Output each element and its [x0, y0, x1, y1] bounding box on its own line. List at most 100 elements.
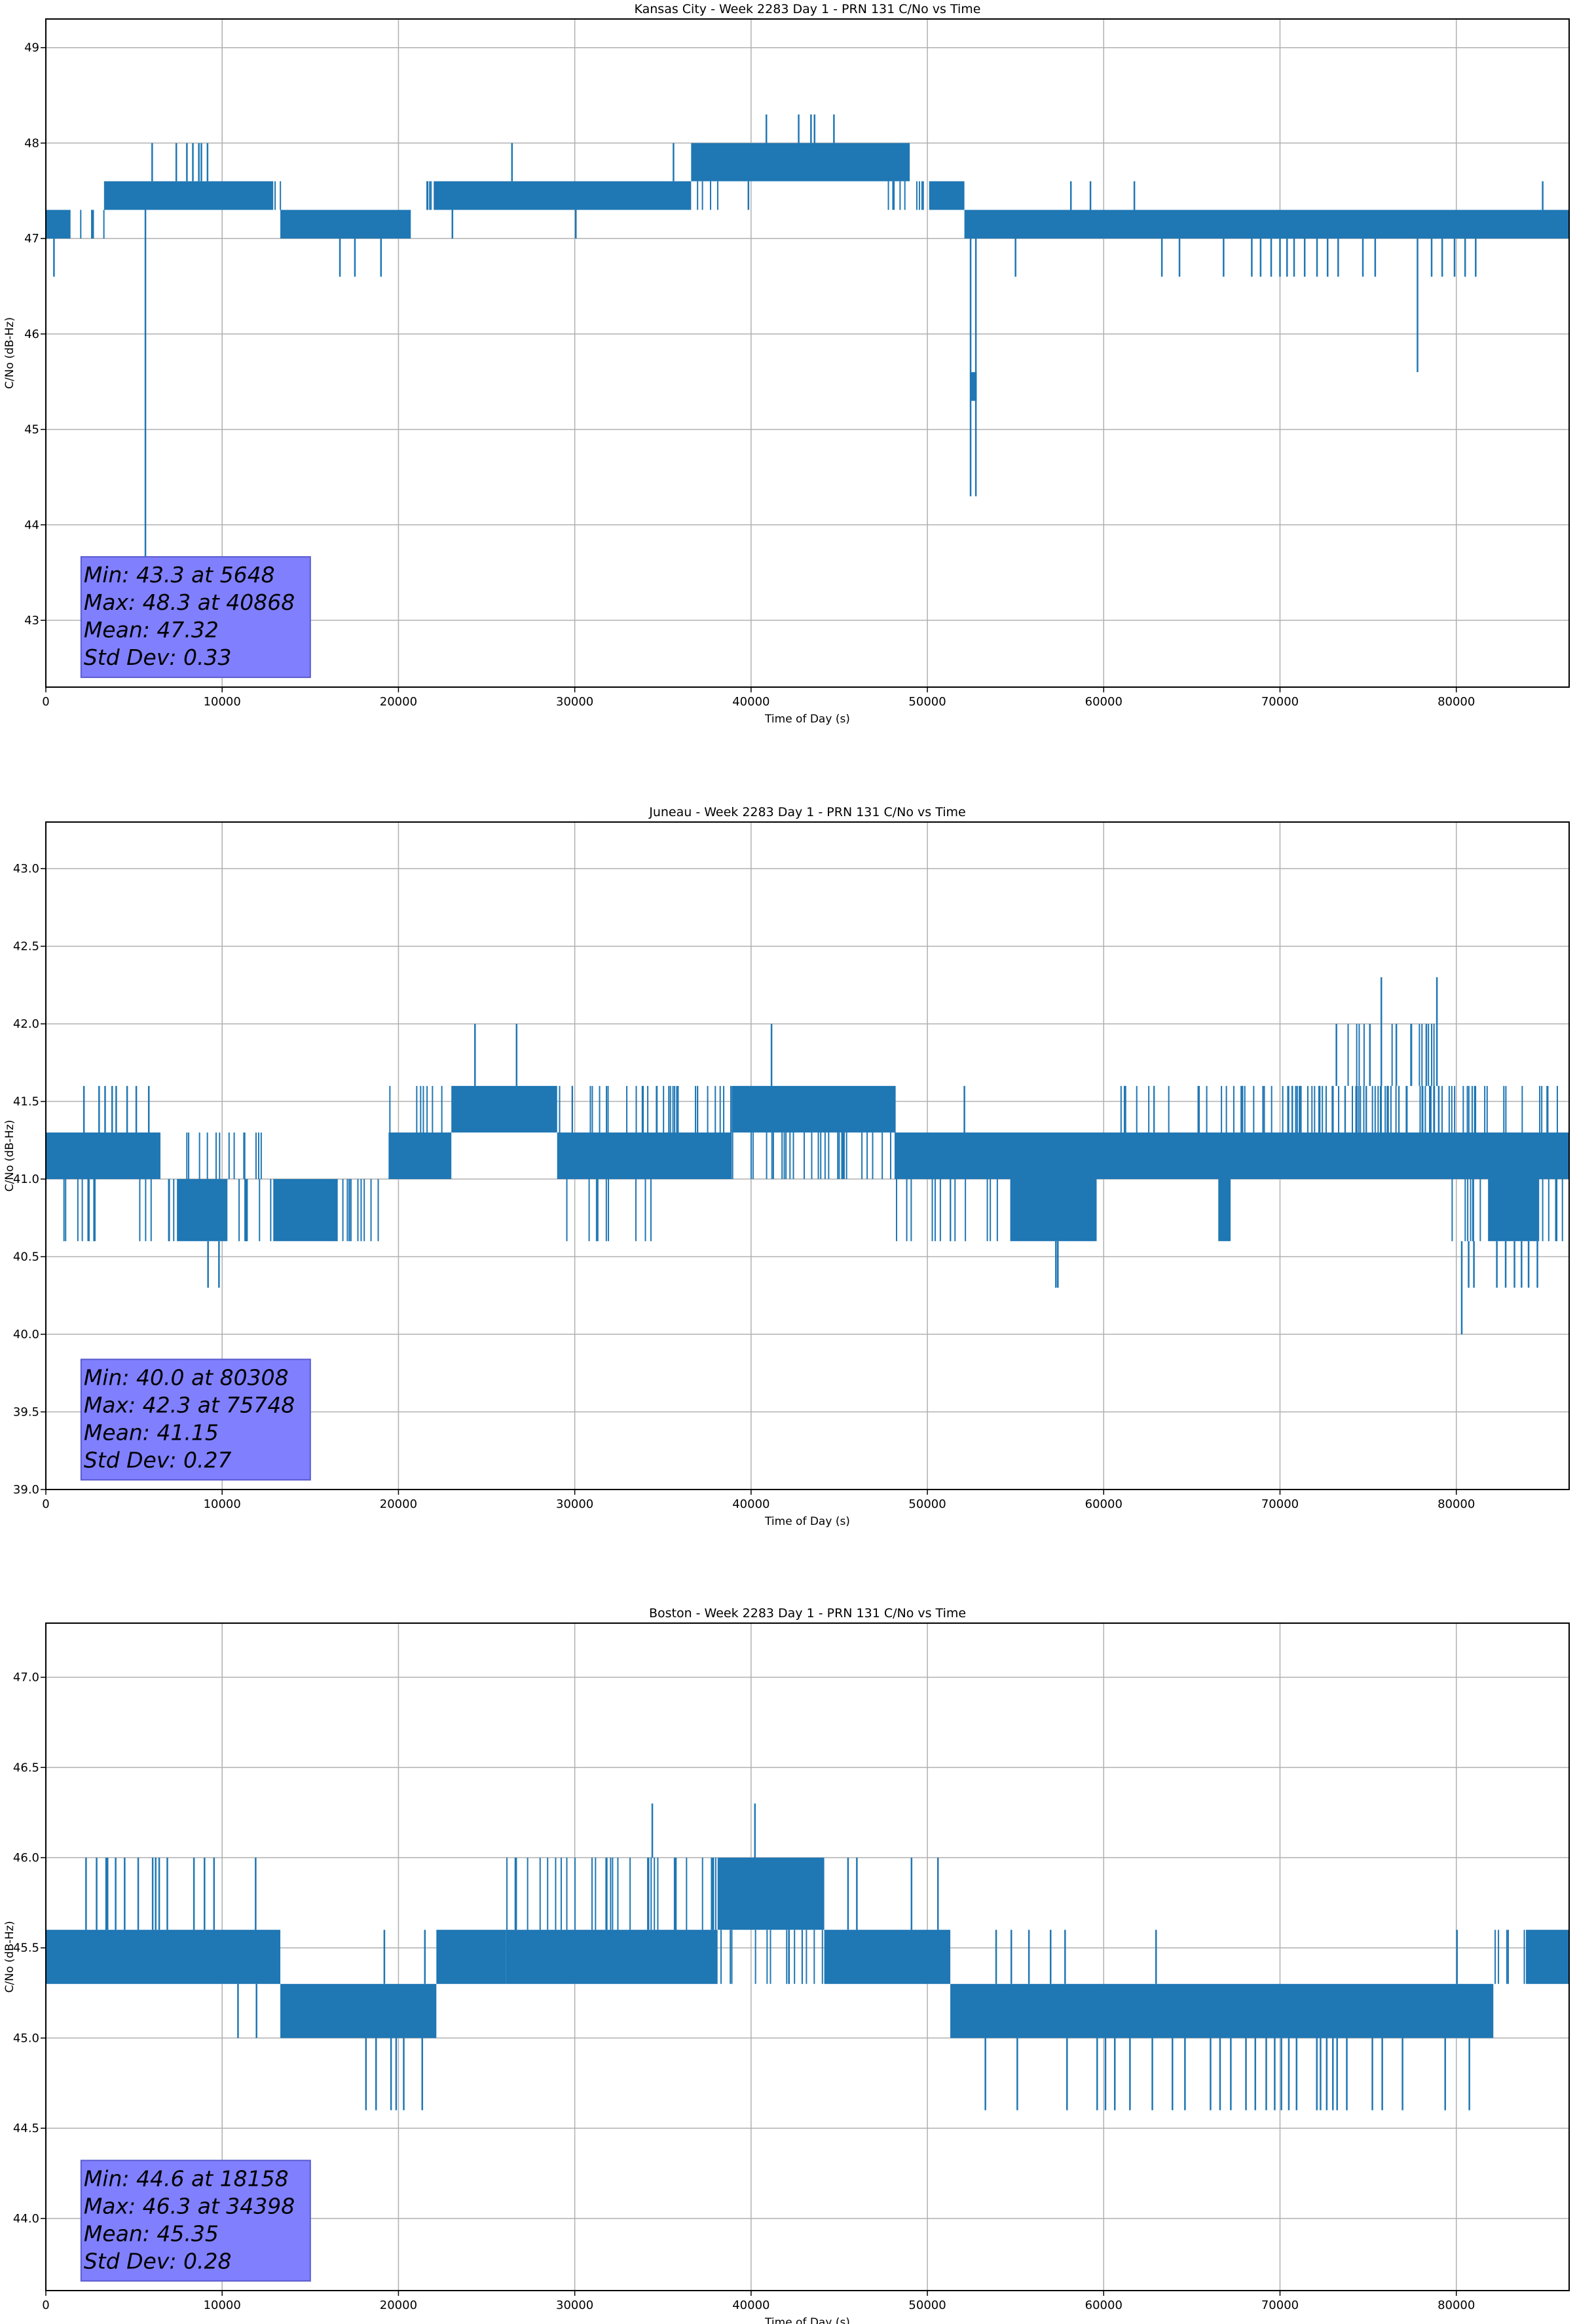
y-tick-label: 40.0	[13, 1328, 39, 1341]
x-tick-label: 80000	[1438, 1497, 1475, 1511]
series-line	[46, 114, 1569, 592]
x-tick-label: 40000	[732, 695, 770, 709]
oscillation-band	[177, 1179, 228, 1241]
y-tick-label: 47.0	[13, 1671, 39, 1685]
stats-line: Mean: 47.32	[84, 617, 219, 643]
axes-frame	[45, 1622, 1570, 2291]
stats-line: Max: 46.3 at 34398	[84, 2193, 295, 2219]
y-axis-label: C/No (dB-Hz)	[3, 1120, 16, 1192]
y-tick-label: 48	[24, 136, 39, 150]
x-tick-label: 10000	[204, 2298, 241, 2312]
y-tick-label: 47	[24, 232, 39, 246]
x-tick-label: 20000	[380, 1497, 417, 1511]
y-tick-label: 44.5	[13, 2122, 39, 2135]
y-tick-label: 46.5	[13, 1761, 39, 1774]
oscillation-band	[824, 1930, 951, 1984]
oscillation-band	[280, 210, 411, 239]
x-tick-label: 70000	[1261, 695, 1299, 709]
oscillation-band	[1488, 1179, 1540, 1241]
x-tick-label: 60000	[1085, 2298, 1122, 2312]
stats-box	[80, 1359, 311, 1481]
y-tick-label: 43.0	[13, 862, 39, 876]
x-tick-label: 40000	[732, 2298, 770, 2312]
y-tick-label: 46	[24, 328, 39, 341]
oscillation-band	[929, 181, 965, 210]
y-tick-label: 42.0	[13, 1017, 39, 1031]
oscillation-band	[388, 1132, 452, 1180]
oscillation-band	[895, 1132, 1569, 1180]
oscillation-band	[506, 1930, 718, 1984]
oscillation-band	[557, 1132, 732, 1180]
stats-line: Std Dev: 0.27	[84, 1447, 232, 1472]
y-tick-label: 39.5	[13, 1406, 39, 1419]
x-axis-label: Time of Day (s)	[764, 1515, 850, 1528]
y-tick-label: 46.0	[13, 1851, 39, 1865]
y-tick-label: 45.0	[13, 2031, 39, 2045]
x-tick-label: 30000	[556, 1497, 593, 1511]
x-tick-label: 10000	[204, 695, 241, 709]
y-axis-label: C/No (dB-Hz)	[3, 1921, 16, 1993]
y-tick-label: 41.0	[13, 1172, 39, 1186]
y-tick-label: 45	[24, 423, 39, 437]
stats-box	[80, 2160, 311, 2282]
stats-line: Std Dev: 0.28	[84, 2248, 232, 2274]
axes-frame	[45, 18, 1570, 688]
y-tick-label: 45.5	[13, 1941, 39, 1955]
oscillation-band	[732, 1085, 896, 1133]
oscillation-band	[436, 1930, 506, 1984]
x-tick-label: 0	[42, 2298, 49, 2312]
y-tick-label: 39.0	[13, 1483, 39, 1497]
stats-line: Min: 40.0 at 80308	[84, 1364, 289, 1390]
x-tick-label: 70000	[1261, 1497, 1299, 1511]
x-tick-label: 80000	[1438, 695, 1475, 709]
x-tick-label: 20000	[380, 2298, 417, 2312]
x-tick-label: 60000	[1085, 695, 1122, 709]
y-tick-label: 40.5	[13, 1250, 39, 1264]
x-axis-label: Time of Day (s)	[764, 713, 850, 726]
stats-line: Mean: 45.35	[84, 2221, 219, 2246]
x-tick-label: 60000	[1085, 1497, 1122, 1511]
stats-line: Max: 48.3 at 40868	[84, 590, 295, 615]
oscillation-band	[46, 1132, 160, 1180]
x-tick-label: 40000	[732, 1497, 770, 1511]
chart-title: Boston - Week 2283 Day 1 - PRN 131 C/No …	[649, 1606, 966, 1621]
x-tick-label: 30000	[556, 695, 593, 709]
stats-line: Mean: 41.15	[84, 1419, 219, 1445]
x-tick-label: 80000	[1438, 2298, 1475, 2312]
y-tick-label: 49	[24, 41, 39, 55]
oscillation-band	[280, 1983, 437, 2038]
oscillation-band	[434, 181, 692, 210]
oscillation-band	[971, 372, 977, 401]
subplot-0: 0 10000 20000 30000 40000 50000 60000 70000 8000…	[3, 2, 1570, 726]
oscillation-band	[1527, 1930, 1569, 1984]
stats-line: Min: 43.3 at 5648	[84, 562, 275, 588]
y-tick-label: 43	[24, 614, 39, 628]
oscillation-band	[273, 1179, 336, 1241]
oscillation-band	[46, 210, 71, 239]
y-tick-label: 44.0	[13, 2212, 39, 2226]
y-tick-label: 42.5	[13, 940, 39, 954]
oscillation-band	[46, 1930, 281, 1984]
x-tick-label: 20000	[380, 695, 417, 709]
x-tick-label: 50000	[908, 1497, 946, 1511]
stats-box	[80, 556, 311, 679]
chart-title: Juneau - Week 2283 Day 1 - PRN 131 C/No …	[648, 805, 966, 819]
x-tick-label: 50000	[908, 2298, 946, 2312]
oscillation-band	[717, 1858, 825, 1930]
stats-line: Std Dev: 0.33	[84, 645, 232, 670]
y-tick-label: 44	[24, 518, 39, 532]
oscillation-band	[103, 181, 274, 210]
stats-line: Max: 42.3 at 75748	[84, 1392, 295, 1417]
subplot-2: 0 10000 20000 30000 40000 50000 60000 70000 8000…	[3, 1606, 1570, 2324]
oscillation-band	[964, 210, 1569, 239]
subplot-1: 0 10000 20000 30000 40000 50000 60000 70000 8000…	[3, 805, 1570, 1528]
oscillation-band	[451, 1085, 557, 1133]
x-tick-label: 70000	[1261, 2298, 1299, 2312]
x-tick-label: 30000	[556, 2298, 593, 2312]
axes-frame	[45, 821, 1570, 1490]
oscillation-band	[950, 1983, 1494, 2038]
